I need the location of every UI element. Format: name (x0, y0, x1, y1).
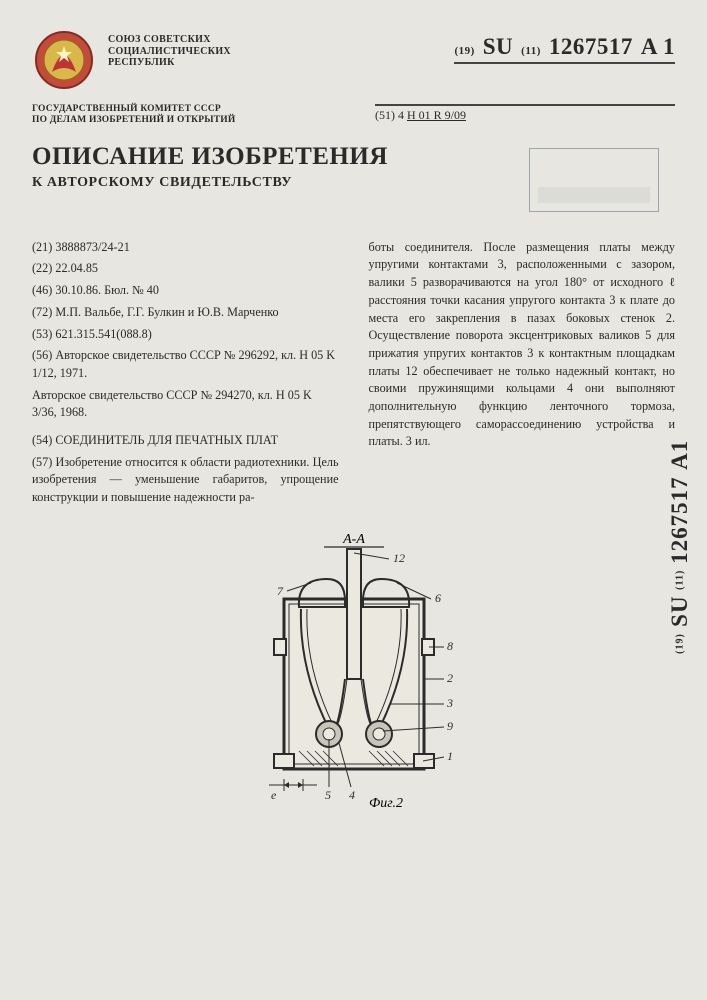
union-line: РЕСПУБЛИК (108, 57, 231, 69)
side-cc: SU (667, 596, 693, 627)
union-line: СОЦИАЛИСТИЧЕСКИХ (108, 46, 231, 58)
left-column: (21) 3888873/24-21 (22) 22.04.85 (46) 30… (32, 239, 339, 511)
field-56b: Авторское свидетельство СССР № 294270, к… (32, 387, 339, 422)
side-prefix: (19) (675, 633, 686, 654)
pub-cc: SU (483, 34, 513, 60)
figure-2: А-А 12 (239, 529, 469, 809)
figure-caption: Фиг.2 (369, 796, 403, 809)
side-sub: (11) (675, 570, 686, 590)
ref-5: 5 (325, 788, 331, 802)
text-columns: (21) 3888873/24-21 (22) 22.04.85 (46) 30… (32, 239, 675, 511)
ussr-emblem-icon (32, 28, 96, 92)
publication-number: (19) SU (11) 1267517 A 1 (454, 34, 675, 64)
ref-12: 12 (393, 551, 405, 565)
right-column: боты соединителя. После размещения платы… (369, 239, 676, 511)
ipc-class: (51) 4 H 01 R 9/09 (375, 104, 675, 127)
side-code: (19) SU (11) 1267517 A1 (667, 440, 693, 654)
ref-6: 6 (435, 591, 441, 605)
row2: ГОСУДАРСТВЕННЫЙ КОМИТЕТ СССР ПО ДЕЛАМ ИЗ… (32, 104, 675, 127)
field-72: (72) М.П. Вальбе, Г.Г. Булкин и Ю.В. Мар… (32, 304, 339, 322)
field-54: (54) СОЕДИНИТЕЛЬ ДЛЯ ПЕЧАТНЫХ ПЛАТ (32, 432, 339, 450)
pub-no: 1267517 (549, 34, 633, 60)
field-22: (22) 22.04.85 (32, 260, 339, 278)
ref-e: e (271, 788, 277, 802)
field-57: (57) Изобретение относится к области рад… (32, 454, 339, 507)
union-line: СОЮЗ СОВЕТСКИХ (108, 34, 231, 46)
ipc-code: H 01 R 9/09 (407, 108, 466, 122)
side-kind: A1 (667, 440, 693, 470)
pub-prefix: (19) (454, 45, 474, 57)
field-46: (46) 30.10.86. Бюл. № 40 (32, 282, 339, 300)
committee: ГОСУДАРСТВЕННЫЙ КОМИТЕТ СССР ПО ДЕЛАМ ИЗ… (32, 104, 252, 127)
ref-9: 9 (447, 719, 453, 733)
committee-line: ГОСУДАРСТВЕННЫЙ КОМИТЕТ СССР (32, 104, 252, 115)
ref-7: 7 (277, 584, 284, 598)
figure-area: А-А 12 (32, 529, 675, 814)
ipc-prefix: (51) 4 (375, 108, 404, 122)
union-text: СОЮЗ СОВЕТСКИХ СОЦИАЛИСТИЧЕСКИХ РЕСПУБЛИ… (108, 34, 231, 69)
side-no: 1267517 (667, 476, 693, 564)
stamp-box (529, 148, 659, 212)
pub-sub: (11) (521, 45, 541, 57)
ref-3: 3 (446, 696, 453, 710)
ref-2: 2 (447, 671, 453, 685)
field-21: (21) 3888873/24-21 (32, 239, 339, 257)
ref-8: 8 (447, 639, 453, 653)
committee-line: ПО ДЕЛАМ ИЗОБРЕТЕНИЙ И ОТКРЫТИЙ (32, 115, 252, 126)
field-53: (53) 621.315.541(088.8) (32, 326, 339, 344)
pub-kind: A 1 (641, 34, 675, 60)
ref-1: 1 (447, 749, 453, 763)
header-row: СОЮЗ СОВЕТСКИХ СОЦИАЛИСТИЧЕСКИХ РЕСПУБЛИ… (32, 28, 675, 92)
section-label: А-А (342, 532, 365, 547)
ref-4: 4 (349, 788, 355, 802)
field-56a: (56) Авторское свидетельство СССР № 2962… (32, 347, 339, 382)
